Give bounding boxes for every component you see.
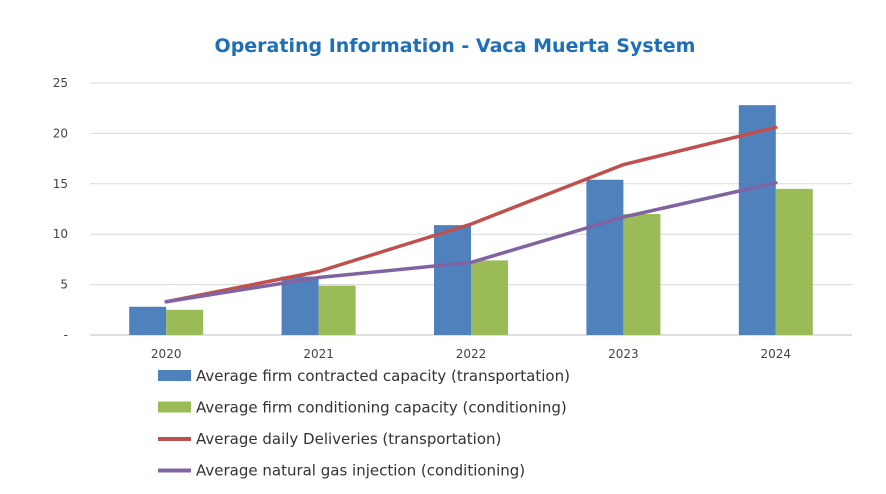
legend-label: Average firm conditioning capacity (cond… [196,399,567,417]
legend-swatch [158,370,191,381]
y-tick-label: 15 [53,177,68,191]
bars [129,105,813,336]
legend-label: Average firm contracted capacity (transp… [196,367,570,385]
bar-contracted-capacity [129,306,167,335]
bar-contracted-capacity [281,276,319,335]
legend-item: Average firm contracted capacity (transp… [158,367,570,385]
x-tick-label: 2022 [456,347,487,361]
legend-item: Average firm conditioning capacity (cond… [158,399,567,417]
y-axis-ticks: - 5 10 15 20 25 [53,76,68,342]
x-axis-ticks: 2020 2021 2022 2023 2024 [151,347,791,361]
legend-label: Average natural gas injection (condition… [196,462,525,480]
y-tick-label: - [64,328,68,342]
x-tick-label: 2021 [303,347,334,361]
bar-conditioning-capacity [166,309,204,335]
bar-contracted-capacity [586,179,624,335]
lines [164,125,778,304]
bar-conditioning-capacity [775,188,813,335]
x-tick-label: 2020 [151,347,182,361]
bar-conditioning-capacity [318,285,356,335]
x-tick-label: 2023 [608,347,639,361]
bar-contracted-capacity [738,105,776,336]
legend-item: Average natural gas injection (condition… [158,462,525,480]
line-daily-deliveries [164,125,778,304]
x-tick-label: 2024 [761,347,792,361]
legend-swatch [158,401,191,413]
legend-label: Average daily Deliveries (transportation… [196,430,501,448]
y-tick-label: 20 [53,126,68,140]
line-gas-injection [164,181,778,304]
legend: Average firm contracted capacity (transp… [158,367,570,480]
bar-conditioning-capacity [623,214,661,335]
y-tick-label: 25 [53,76,68,90]
legend-item: Average daily Deliveries (transportation… [158,430,501,448]
y-tick-label: 10 [53,227,68,241]
bar-contracted-capacity [434,225,471,335]
y-tick-label: 5 [60,278,68,292]
chart-title: Operating Information - Vaca Muerta Syst… [215,35,696,57]
bar-conditioning-capacity [471,260,508,335]
